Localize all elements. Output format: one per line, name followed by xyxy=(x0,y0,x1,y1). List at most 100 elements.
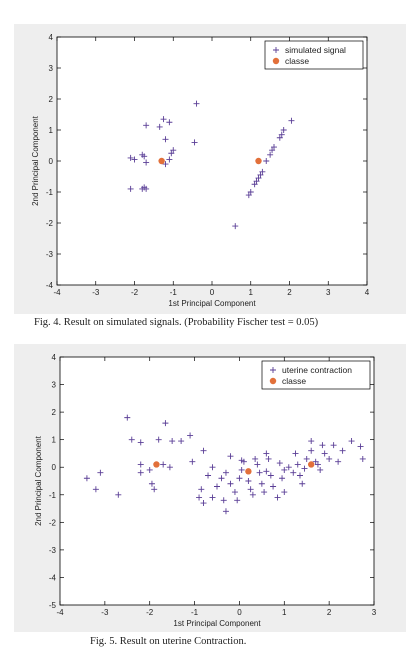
plot-area xyxy=(59,356,375,606)
data-point xyxy=(209,494,216,501)
data-point xyxy=(281,489,288,496)
x-tick-label: -3 xyxy=(92,288,100,297)
data-point xyxy=(276,460,283,467)
centroid-point xyxy=(245,468,252,475)
data-point xyxy=(124,414,131,421)
x-tick-label: 4 xyxy=(365,288,370,297)
data-point xyxy=(220,497,227,504)
data-point xyxy=(115,491,122,498)
data-point xyxy=(205,472,212,479)
data-point xyxy=(253,178,260,185)
x-tick-label: 0 xyxy=(237,608,242,617)
x-tick-label: 1 xyxy=(282,608,287,617)
data-point xyxy=(166,119,173,126)
data-point xyxy=(255,175,262,182)
centroid-point xyxy=(308,461,315,468)
data-point xyxy=(189,458,196,465)
x-axis-label: 1st Principal Component xyxy=(173,619,261,628)
y-axis-label: 2nd Principal Component xyxy=(34,435,43,526)
data-point xyxy=(193,100,200,107)
data-point xyxy=(267,151,274,158)
x-tick-label: -4 xyxy=(56,608,64,617)
figure-5-caption: Fig. 5. Result on uterine Contraction. xyxy=(90,636,247,647)
data-point xyxy=(238,457,245,464)
data-point xyxy=(276,134,283,141)
data-point xyxy=(319,442,326,449)
y-tick-label: 0 xyxy=(49,157,54,166)
data-point xyxy=(196,494,203,501)
figure-4-panel: -4 -3 -2 -1 0 1 2 3 4 -4 -3 -2 -1 0 1 2 3 4 1st Principal … xyxy=(14,24,406,314)
data-point xyxy=(200,447,207,454)
y-tick-label: 0 xyxy=(52,463,57,472)
data-point xyxy=(357,443,364,450)
data-point xyxy=(274,494,281,501)
data-point xyxy=(160,461,167,468)
x-tick-label: -2 xyxy=(146,608,154,617)
data-point xyxy=(232,223,239,230)
centroid-point xyxy=(255,157,262,165)
data-point xyxy=(278,131,285,138)
data-point xyxy=(191,139,198,146)
y-tick-label: 2 xyxy=(49,95,54,104)
data-point xyxy=(169,438,176,445)
data-point xyxy=(270,483,277,490)
data-point xyxy=(227,453,234,460)
data-point xyxy=(330,442,337,449)
y-tick-label: 2 xyxy=(52,408,57,417)
data-point xyxy=(148,480,155,487)
data-point xyxy=(301,465,308,472)
data-point xyxy=(271,144,277,151)
data-point xyxy=(339,447,346,454)
legend-plus-marker xyxy=(270,367,276,373)
data-point xyxy=(143,185,150,192)
data-point xyxy=(257,171,264,178)
x-axis-label: 1st Principal Component xyxy=(168,299,256,308)
data-point xyxy=(162,136,169,143)
data-point xyxy=(294,461,301,468)
data-point xyxy=(303,455,310,462)
data-point xyxy=(359,455,366,462)
data-point xyxy=(234,497,241,504)
data-point xyxy=(292,450,299,457)
y-tick-label: 4 xyxy=(49,33,54,42)
data-point xyxy=(162,420,169,427)
data-point xyxy=(279,475,286,482)
data-point xyxy=(131,156,138,163)
data-point xyxy=(137,461,144,468)
y-tick-label: -2 xyxy=(49,518,57,527)
data-point xyxy=(285,464,292,471)
data-point xyxy=(170,147,177,154)
data-point xyxy=(296,472,303,479)
x-tick-label: -2 xyxy=(131,288,139,297)
y-tick-label: -4 xyxy=(49,573,57,582)
data-point xyxy=(269,147,276,154)
data-point xyxy=(143,159,150,166)
figure-4-scatter-chart: -4 -3 -2 -1 0 1 2 3 4 -4 -3 -2 -1 0 1 2 3 4 1st Principal … xyxy=(31,33,370,308)
y-tick-label: -1 xyxy=(46,188,54,197)
data-point xyxy=(97,469,104,476)
data-point xyxy=(214,483,220,490)
x-tick-label: 3 xyxy=(326,288,331,297)
data-point xyxy=(247,189,254,195)
data-point xyxy=(308,447,315,454)
data-point xyxy=(254,461,261,468)
legend-entry: simulated signal xyxy=(285,45,346,55)
data-point xyxy=(256,469,263,476)
data-point xyxy=(231,489,238,496)
y-tick-label: -4 xyxy=(46,281,54,290)
data-point xyxy=(288,117,295,124)
legend-box xyxy=(264,40,364,70)
data-point xyxy=(155,436,162,443)
data-point xyxy=(146,466,153,473)
data-point xyxy=(198,486,205,493)
legend-plus-marker xyxy=(273,47,279,53)
data-point xyxy=(162,161,169,168)
legend-box xyxy=(261,360,371,390)
x-tick-label: 2 xyxy=(327,608,332,617)
data-point xyxy=(238,466,245,473)
data-point xyxy=(227,480,234,487)
data-point xyxy=(151,486,158,493)
y-tick-label: -5 xyxy=(49,601,57,610)
figure-4-caption: Fig. 4. Result on simulated signals. (Pr… xyxy=(34,317,319,328)
data-point xyxy=(308,438,315,445)
